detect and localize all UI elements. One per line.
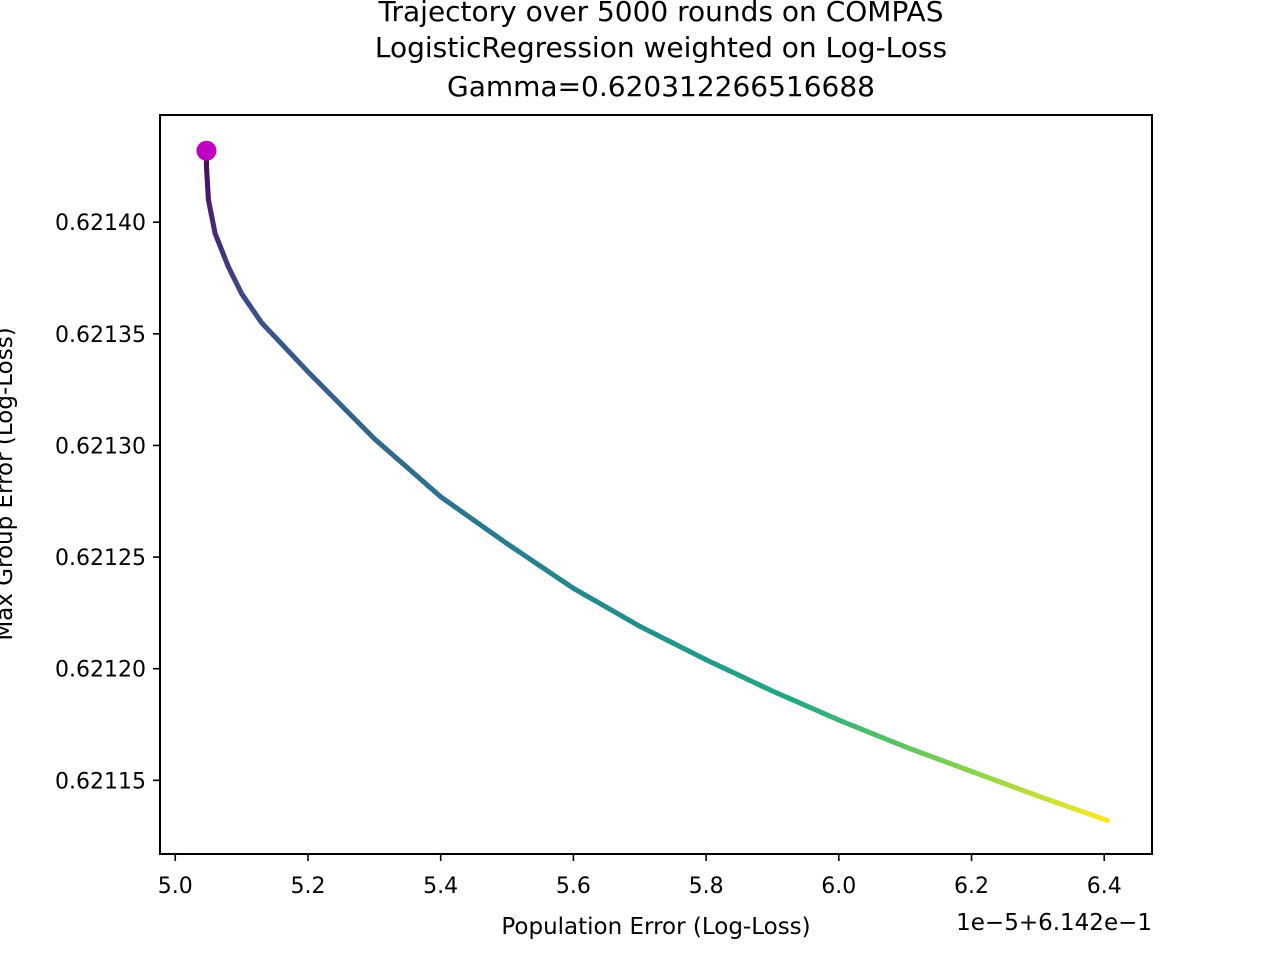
x-tick-label: 5.8 <box>689 874 724 899</box>
chart-title-line-3: Gamma=0.620312266516688 <box>447 70 875 103</box>
start-marker <box>196 140 217 161</box>
x-tick-label: 6.2 <box>954 874 989 899</box>
y-tick-label: 0.62130 <box>55 434 146 459</box>
x-tick-label: 6.0 <box>821 874 856 899</box>
x-tick-label: 5.6 <box>556 874 591 899</box>
x-axis-offset-label: 1e−5+6.142e−1 <box>956 910 1152 936</box>
trajectory-segment <box>1099 815 1111 824</box>
x-tick-label: 5.4 <box>423 874 458 899</box>
x-tick-label: 6.4 <box>1087 874 1122 899</box>
y-tick-label: 0.62135 <box>55 323 146 348</box>
y-tick-label: 0.62125 <box>55 546 146 571</box>
y-tick-label: 0.62120 <box>55 658 146 683</box>
chart-title-line-2: LogisticRegression weighted on Log-Loss <box>374 31 948 64</box>
x-tick-label: 5.2 <box>290 874 325 899</box>
y-axis-ticks: 0.62115 0.62120 0.62125 0.62130 0.62135 0.621… <box>55 211 160 794</box>
y-tick-label: 0.62140 <box>55 211 146 236</box>
start-point-marker <box>196 140 217 161</box>
trajectory-line <box>203 148 1111 824</box>
x-tick-label: 5.0 <box>158 874 193 899</box>
x-axis-label: Population Error (Log-Loss) <box>501 914 810 940</box>
y-tick-label: 0.62115 <box>55 769 146 794</box>
x-axis-ticks: 5.0 5.2 5.4 5.6 5.8 6.0 6.2 6.4 <box>158 854 1122 899</box>
chart-title-line-1: Trajectory over 5000 rounds on COMPAS <box>378 0 944 28</box>
y-axis-label: Max Group Error (Log-Loss) <box>0 327 18 640</box>
plot-frame <box>159 114 1153 855</box>
